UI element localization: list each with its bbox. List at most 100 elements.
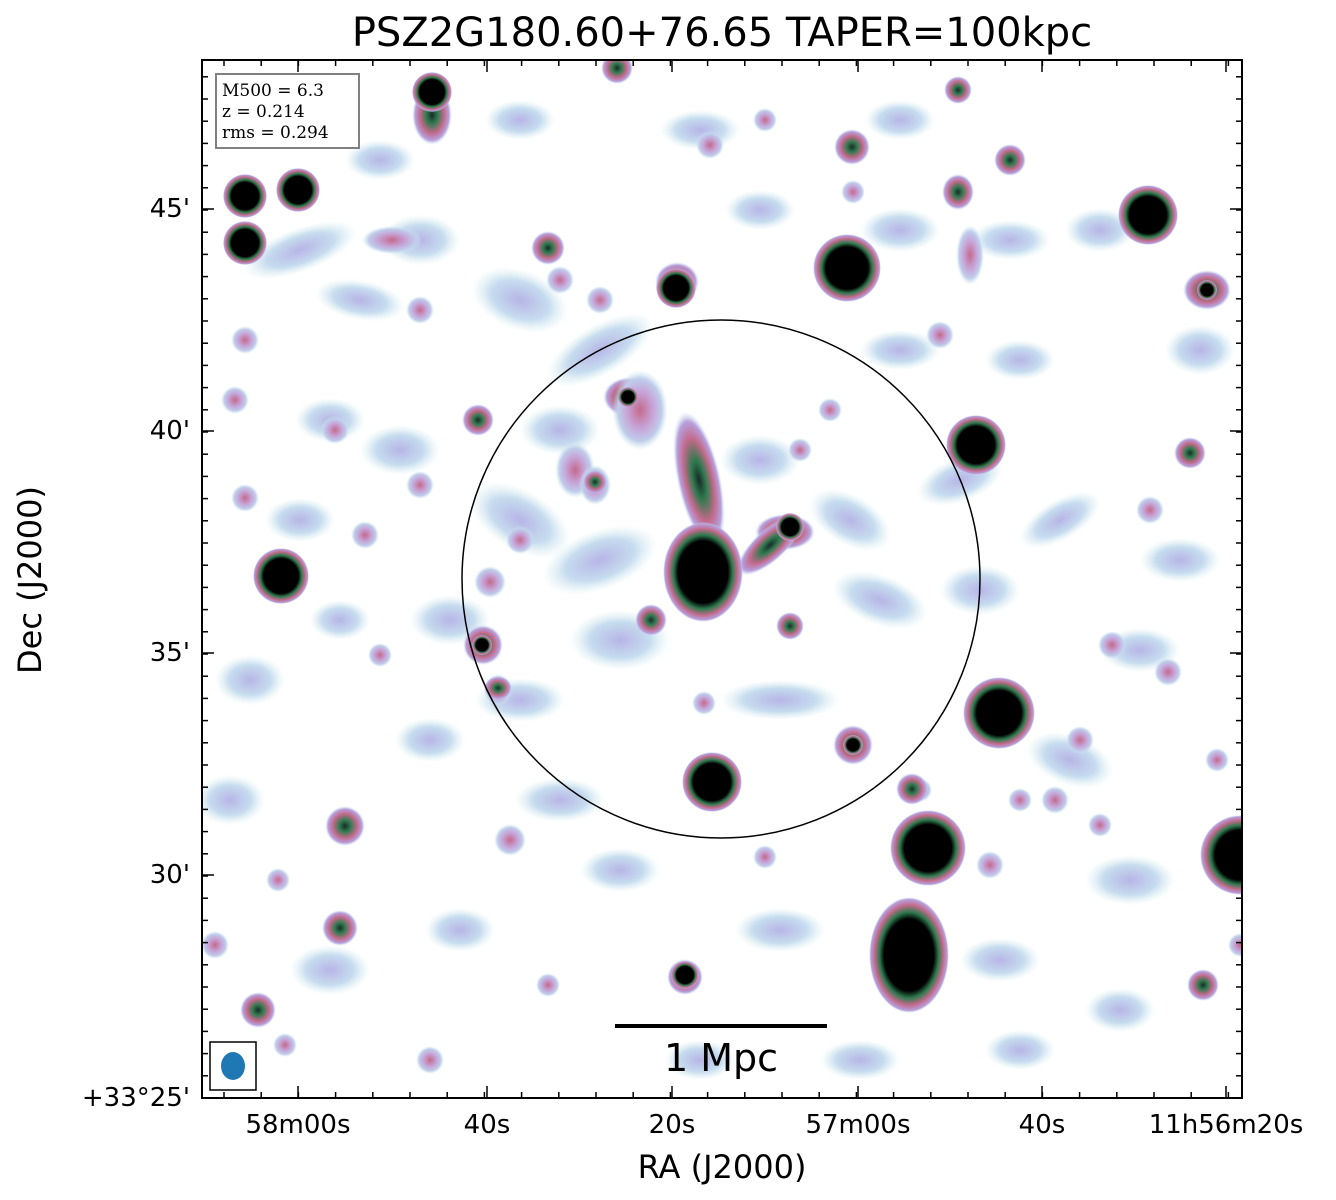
weak-emission (753, 845, 777, 869)
faint-emission (985, 340, 1055, 380)
weak-emission (1136, 496, 1164, 524)
beam-box (209, 1041, 257, 1091)
weak-emission (788, 438, 812, 462)
faint-emission (315, 278, 405, 322)
medium-emission (994, 144, 1026, 176)
weak-emission (506, 526, 534, 554)
info-z: z = 0.214 (222, 102, 305, 122)
weak-emission (956, 225, 984, 285)
weak-emission (202, 931, 229, 959)
weak-emission (273, 1033, 297, 1057)
bright-source (618, 387, 638, 407)
faint-emission (515, 778, 605, 822)
weak-emission (546, 266, 574, 294)
bright-source (1200, 815, 1242, 895)
weak-emission (1008, 788, 1032, 812)
faint-emission (471, 267, 569, 333)
bright-source (890, 810, 966, 886)
weak-emission (221, 386, 249, 414)
medium-emission (240, 992, 276, 1028)
faint-emission (580, 848, 660, 892)
emission-layer (202, 60, 1242, 1080)
overlay-layer (201, 59, 1243, 1099)
chart-title: PSZ2G180.60+76.65 TAPER=100kpc (351, 10, 1093, 56)
weak-emission (368, 643, 392, 667)
weak-emission (406, 471, 434, 499)
faint-emission (665, 1040, 735, 1080)
weak-emission (1228, 933, 1242, 957)
bright-source (843, 735, 863, 755)
medium-emission (484, 676, 512, 700)
faint-emission (360, 425, 440, 475)
faint-emission (832, 570, 928, 630)
y-tick-label: 30' (149, 860, 190, 890)
weak-emission (1154, 658, 1182, 686)
faint-emission (1165, 325, 1235, 375)
faint-emission (425, 908, 495, 952)
weak-emission (818, 398, 842, 422)
bright-source (223, 221, 267, 265)
weak-emission (976, 851, 1004, 879)
bright-source (663, 522, 743, 622)
x-tick-label: 40s (1018, 1110, 1066, 1140)
faint-emission (720, 435, 800, 485)
weak-emission (586, 286, 614, 314)
y-tick-label: 40' (149, 416, 190, 446)
faint-emission (960, 938, 1040, 982)
weak-emission (406, 296, 434, 324)
weak-emission (692, 691, 716, 715)
info-m500: M500 = 6.3 (222, 81, 324, 101)
faint-emission (1140, 538, 1220, 582)
scale-bar-label: 1 Mpc (664, 1036, 778, 1080)
medium-emission (635, 604, 667, 636)
bright-source (1197, 280, 1217, 300)
weak-emission (1041, 786, 1069, 814)
faint-emission (725, 190, 795, 230)
weak-emission (536, 973, 560, 997)
medium-emission (776, 612, 804, 640)
faint-emission (542, 525, 658, 595)
axis-ticks (202, 60, 1242, 1099)
central-tail (673, 411, 725, 549)
bright-source (869, 897, 949, 1013)
faint-emission (985, 1030, 1055, 1070)
weak-emission (753, 108, 777, 132)
bright-source (963, 677, 1035, 749)
medium-emission (834, 129, 870, 165)
faint-emission (970, 220, 1050, 260)
weak-emission (351, 521, 379, 549)
faint-emission (202, 775, 265, 825)
weak-emission (321, 416, 349, 444)
r500-aperture-circle (461, 319, 981, 839)
faint-emission (1019, 491, 1101, 549)
weak-emission (231, 326, 259, 354)
faint-emission (485, 100, 555, 140)
bright-source (223, 174, 267, 218)
faint-emission (290, 945, 370, 995)
weak-emission (1066, 726, 1094, 754)
faint-emission (1085, 855, 1175, 905)
bright-source (1118, 185, 1178, 245)
medium-emission (942, 174, 974, 210)
bright-source (682, 752, 742, 812)
faint-emission (735, 908, 825, 952)
medium-emission (325, 806, 365, 846)
medium-emission (462, 404, 494, 436)
x-tick-label: 57m00s (805, 1110, 911, 1140)
x-tick-label: 40s (463, 1110, 511, 1140)
faint-emission (1065, 208, 1135, 252)
faint-emission (720, 680, 840, 720)
faint-emission (860, 208, 940, 252)
medium-emission (944, 76, 972, 104)
weak-emission (1098, 631, 1126, 659)
bright-source (472, 635, 492, 655)
medium-emission (601, 60, 633, 84)
medium-emission (1174, 437, 1206, 469)
faint-emission (470, 482, 570, 558)
faint-emission (395, 718, 465, 762)
x-axis-label: RA (J2000) (637, 1148, 807, 1186)
weak-emission (926, 321, 954, 349)
faint-emission (310, 600, 370, 640)
medium-emission (583, 470, 607, 494)
